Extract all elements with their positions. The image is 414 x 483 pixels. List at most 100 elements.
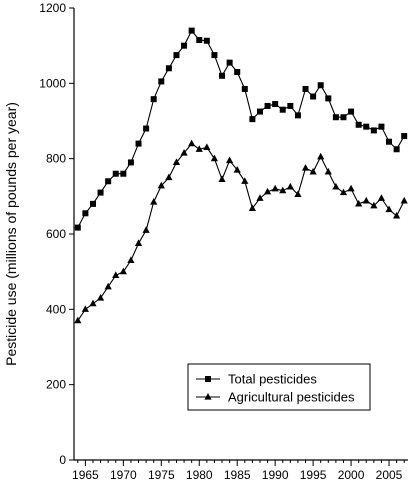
data-point: [180, 149, 188, 156]
data-point: [271, 184, 279, 192]
data-point: [393, 211, 401, 219]
data-point: [263, 187, 272, 195]
data-point: [165, 173, 173, 181]
data-point: [74, 316, 82, 324]
x-tick-label-1980: 1980: [186, 468, 213, 482]
x-tick-label-2000: 2000: [338, 468, 365, 482]
data-point: [150, 96, 157, 103]
data-point: [279, 106, 286, 113]
x-tick-label-2005: 2005: [376, 468, 403, 482]
data-point: [234, 69, 241, 76]
legend-marker-total-pesticides: [205, 376, 211, 382]
data-point: [211, 52, 218, 59]
data-point: [279, 186, 287, 194]
data-point: [286, 182, 294, 190]
data-point: [393, 146, 400, 153]
data-point: [203, 143, 211, 150]
y-tick-label-200: 200: [46, 378, 66, 392]
data-point: [135, 140, 142, 147]
data-point: [355, 121, 362, 128]
data-point: [355, 199, 363, 207]
data-point: [196, 37, 203, 44]
data-point: [203, 37, 210, 44]
data-point: [324, 167, 332, 175]
x-tick-label-1975: 1975: [148, 468, 175, 482]
data-point: [272, 101, 279, 108]
data-point: [401, 133, 408, 140]
data-point: [127, 256, 135, 263]
data-point: [105, 178, 112, 185]
data-point: [195, 145, 203, 152]
data-point: [370, 127, 377, 134]
data-point: [119, 267, 127, 275]
data-point: [241, 85, 248, 92]
data-point: [249, 116, 256, 123]
data-point: [143, 125, 150, 132]
data-point: [89, 200, 96, 207]
data-point: [210, 154, 219, 162]
data-point: [120, 170, 127, 177]
data-point: [74, 224, 81, 231]
data-point: [233, 165, 241, 173]
data-point: [256, 194, 264, 201]
y-tick-label-600: 600: [46, 227, 66, 241]
data-point: [127, 159, 134, 166]
data-point: [302, 85, 309, 92]
y-tick-label-1200: 1200: [39, 1, 66, 15]
data-point: [188, 27, 195, 34]
series-line-agricultural-pesticides: [77, 142, 405, 321]
y-tick-label-400: 400: [46, 302, 66, 316]
data-point: [89, 299, 97, 307]
data-point: [157, 181, 165, 189]
legend: Total pesticides Agricultural pesticides: [187, 363, 371, 411]
x-tick-label-1985: 1985: [224, 468, 251, 482]
data-point: [294, 190, 302, 198]
y-ticks: 0 200 400 600 800 1000 1200: [39, 1, 74, 467]
y-axis-title: Pesticide use (millions of pounds per ye…: [3, 102, 19, 366]
data-point: [400, 196, 408, 204]
y-tick-label-800: 800: [46, 152, 66, 166]
data-point: [248, 204, 256, 211]
data-point: [172, 158, 181, 166]
data-point: [97, 189, 104, 196]
series-total-pesticides: [74, 27, 408, 231]
data-point: [348, 108, 355, 115]
x-ticks: 1965 1970 1975 1980 1985 1990 1995 2000 2005: [72, 460, 405, 482]
x-tick-label-1970: 1970: [110, 468, 137, 482]
data-point: [165, 65, 172, 72]
data-point: [226, 59, 233, 66]
data-point: [317, 152, 325, 160]
legend-label-agricultural-pesticides: Agricultural pesticides: [228, 390, 355, 405]
data-point: [219, 72, 226, 79]
data-point: [112, 170, 119, 177]
data-point: [82, 210, 89, 217]
data-point: [340, 114, 347, 121]
data-point: [362, 196, 370, 204]
data-point: [317, 82, 324, 89]
data-point: [158, 78, 165, 85]
data-point: [181, 42, 188, 49]
data-point: [325, 95, 332, 102]
data-point: [96, 294, 105, 301]
data-point: [310, 93, 317, 100]
data-point: [294, 112, 301, 119]
data-point: [188, 139, 196, 147]
data-point: [104, 282, 112, 290]
x-tick-label-1995: 1995: [300, 468, 327, 482]
data-point: [378, 123, 385, 130]
data-point: [264, 102, 271, 109]
data-point: [332, 114, 339, 121]
data-point: [339, 188, 348, 196]
data-point: [301, 164, 310, 171]
series-layer: [74, 27, 408, 324]
data-point: [332, 182, 340, 190]
legend-marker-agricultural-pesticides: [204, 393, 212, 400]
y-tick-label-1000: 1000: [39, 76, 66, 90]
data-point: [218, 175, 226, 182]
x-tick-label-1990: 1990: [262, 468, 289, 482]
y-tick-label-0: 0: [59, 453, 66, 467]
data-point: [226, 156, 234, 164]
data-point: [173, 52, 180, 59]
x-tick-label-1965: 1965: [72, 468, 99, 482]
